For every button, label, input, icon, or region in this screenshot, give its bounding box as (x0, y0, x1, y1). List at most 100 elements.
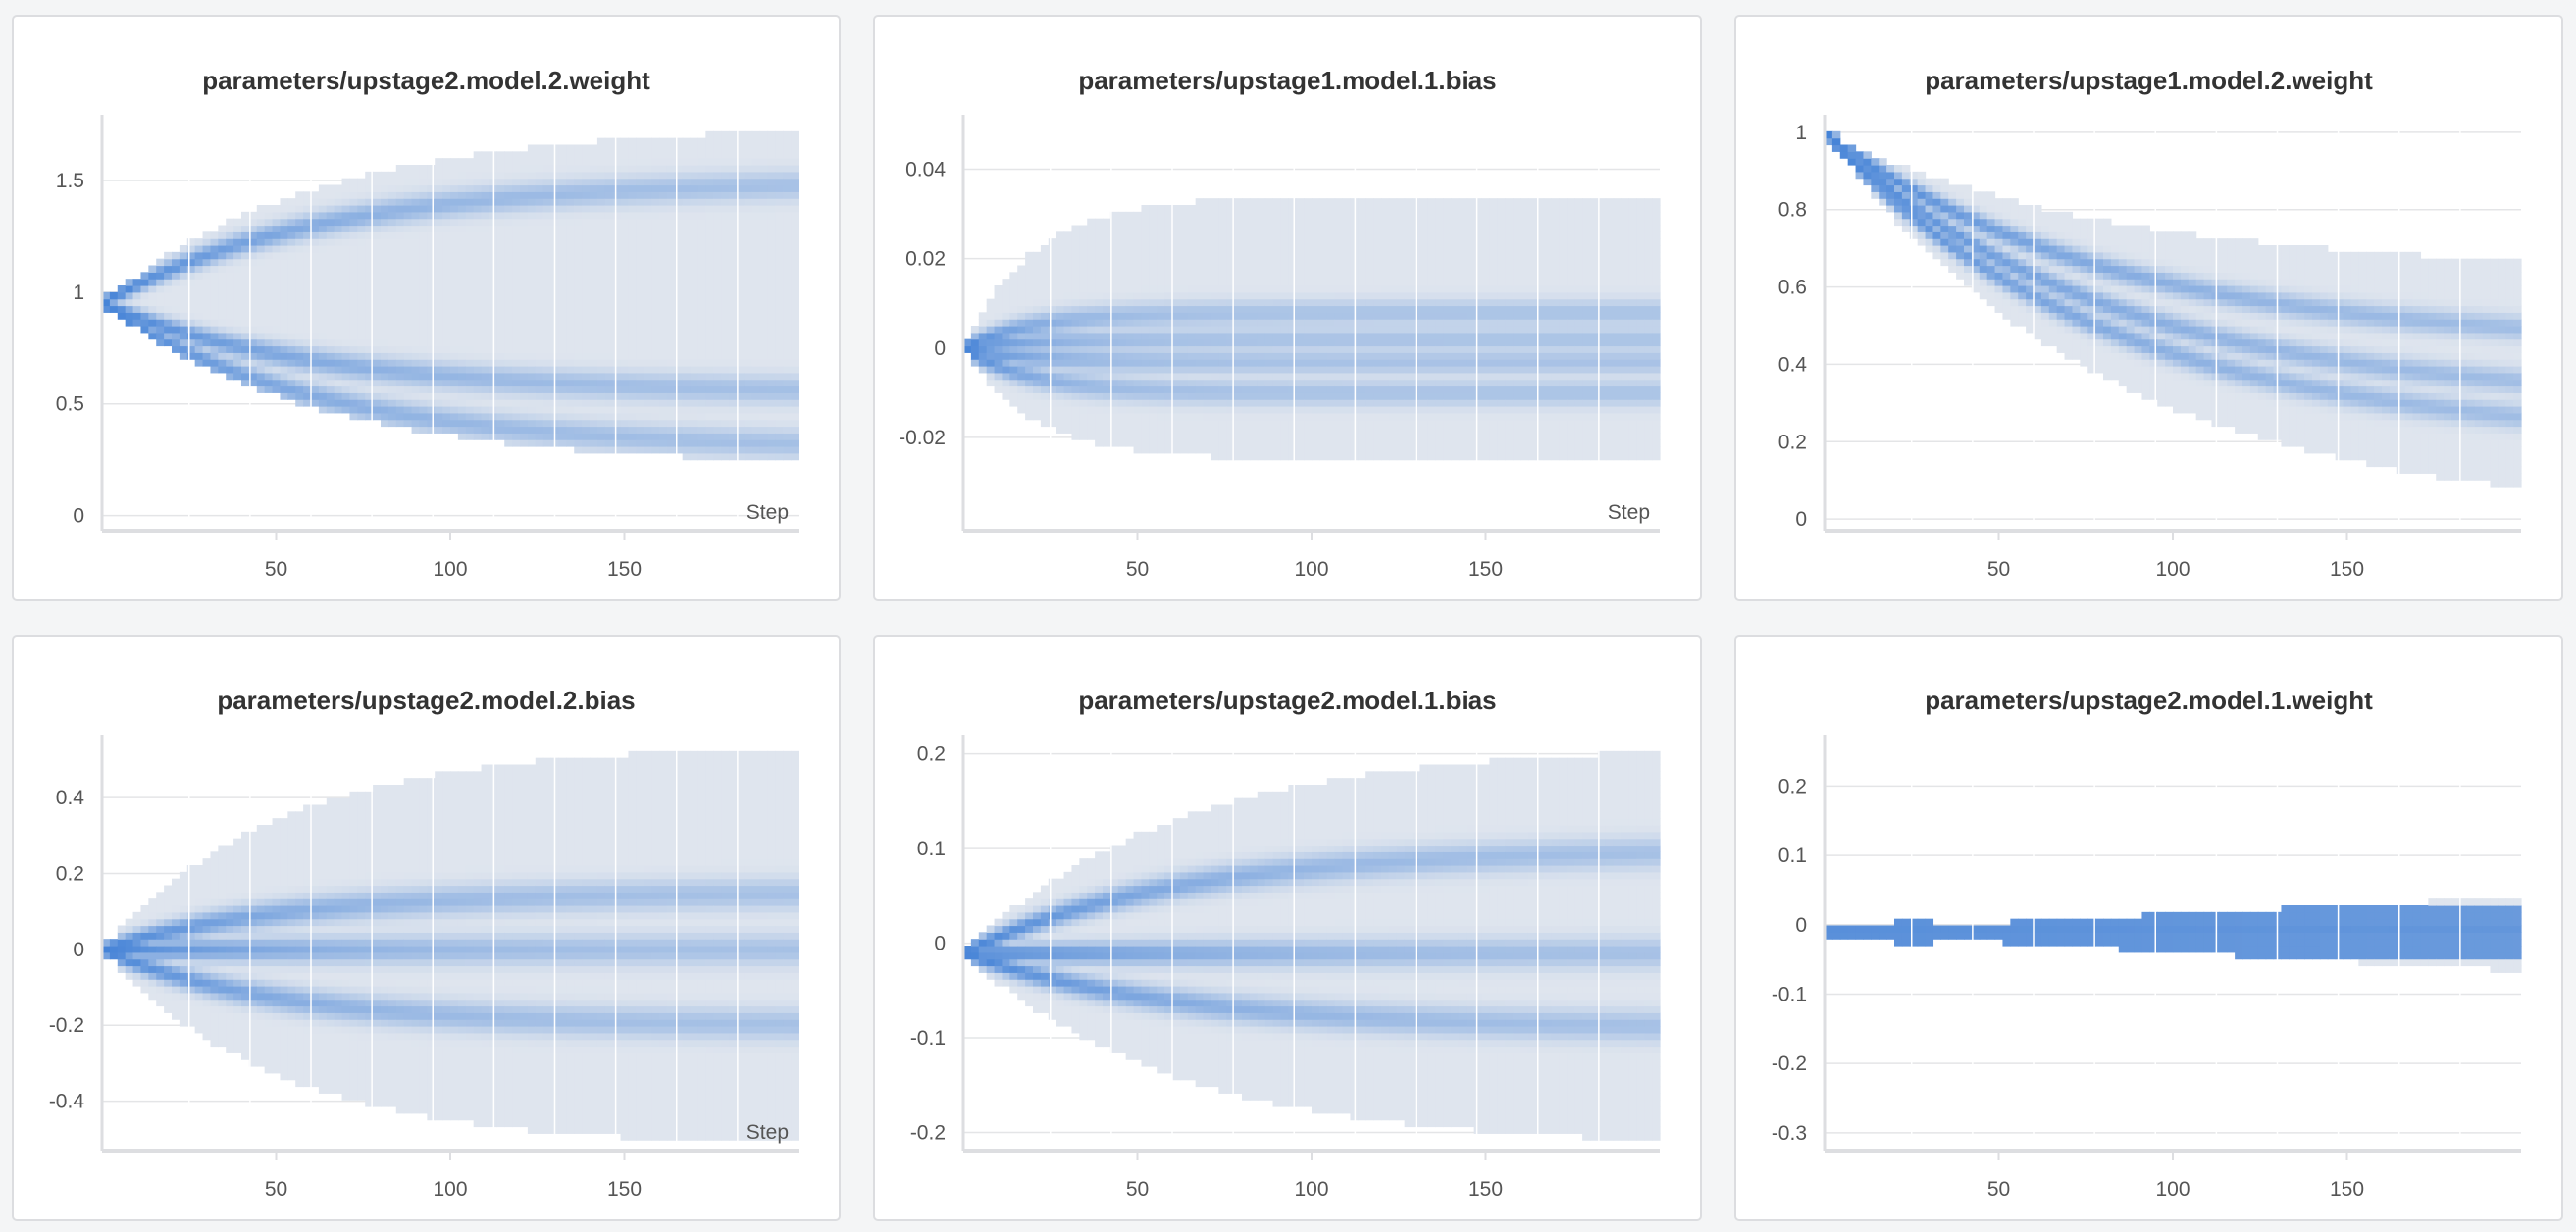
heatmap-cell (744, 251, 753, 260)
heatmap-cell (1087, 245, 1096, 253)
heatmap-cell (1149, 446, 1158, 454)
heatmap-cell (496, 285, 505, 293)
heatmap-cell (682, 137, 692, 146)
heatmap-cell (311, 352, 320, 360)
heatmap-cell (465, 198, 475, 206)
heatmap-cell (1063, 332, 1073, 340)
heatmap-cell (697, 258, 706, 267)
heatmap-cell (590, 345, 598, 353)
heatmap-cell (1304, 352, 1313, 360)
heatmap-cell (1242, 319, 1251, 327)
heatmap-cell (403, 326, 413, 334)
heatmap-cell (1002, 345, 1010, 353)
heatmap-cell (791, 385, 799, 393)
heatmap-cell (411, 338, 421, 347)
heatmap-cell (303, 385, 312, 393)
heatmap-cell (775, 366, 784, 374)
heatmap-cell (1288, 205, 1297, 213)
heatmap-cell (697, 392, 706, 400)
heatmap-cell (1257, 392, 1266, 400)
heatmap-cell (1109, 338, 1119, 347)
heatmap-cell (264, 345, 274, 353)
heatmap-cell (1103, 433, 1111, 440)
heatmap-cell (674, 379, 684, 387)
heatmap-cell (1218, 231, 1227, 239)
heatmap-cell (387, 178, 397, 186)
heatmap-cell (140, 272, 149, 280)
heatmap-cell (775, 433, 784, 440)
heatmap-cell (705, 130, 714, 139)
heatmap-cell (1211, 298, 1219, 307)
heatmap-cell (644, 144, 652, 152)
heatmap-cell (395, 198, 405, 206)
heatmap-cell (1334, 406, 1344, 414)
heatmap-cell (473, 211, 483, 220)
heatmap-cell (1149, 406, 1158, 414)
heatmap-cell (1218, 433, 1227, 440)
heatmap-cell (1109, 225, 1119, 232)
heatmap-cell (690, 426, 699, 434)
heatmap-cell (1033, 332, 1042, 340)
heatmap-cell (1226, 251, 1235, 260)
heatmap-cell (1304, 345, 1313, 353)
heatmap-cell (457, 251, 467, 260)
heatmap-cell (450, 406, 459, 414)
heatmap-cell (435, 205, 443, 213)
heatmap-cell (590, 446, 598, 454)
heatmap-cell (248, 332, 258, 340)
heatmap-cell (457, 345, 467, 353)
heatmap-cell (311, 366, 320, 374)
heatmap-cell (994, 352, 1004, 360)
heatmap-cell (713, 265, 722, 273)
heatmap-cell (590, 231, 598, 239)
heatmap-cell (450, 205, 459, 213)
heatmap-cell (1079, 385, 1088, 393)
heatmap-cell (1172, 446, 1181, 454)
heatmap-cell (1226, 392, 1235, 400)
heatmap-cell (791, 251, 799, 260)
heatmap-cell (1087, 225, 1096, 232)
heatmap-cell (1079, 291, 1088, 300)
heatmap-cell (241, 345, 250, 353)
heatmap-cell (1358, 446, 1366, 454)
heatmap-cell (659, 419, 668, 428)
heatmap-cell (1079, 272, 1088, 280)
heatmap-cell (775, 379, 784, 387)
heatmap-cell (1326, 312, 1336, 320)
heatmap-cell (1334, 198, 1344, 206)
heatmap-cell (1040, 338, 1050, 347)
heatmap-cell (373, 245, 382, 253)
heatmap-cell (791, 265, 799, 273)
heatmap-cell (682, 345, 692, 353)
heatmap-cell (1272, 326, 1282, 334)
heatmap-cell (1195, 338, 1205, 347)
heatmap-cell (435, 258, 443, 267)
heatmap-cell (994, 332, 1004, 340)
heatmap-cell (744, 366, 753, 374)
heatmap-cell (1071, 352, 1080, 360)
heatmap-cell (1218, 218, 1227, 227)
heatmap-cell (659, 245, 668, 253)
heatmap-cell (1164, 379, 1173, 387)
heatmap-cell (1272, 446, 1282, 454)
heatmap-cell (1242, 406, 1251, 414)
heatmap-cell (1179, 319, 1189, 327)
heatmap-cell (256, 312, 266, 320)
heatmap-cell (783, 352, 792, 360)
heatmap-cell (666, 385, 676, 393)
heatmap-cell (264, 211, 274, 220)
heatmap-cell (1203, 238, 1212, 246)
heatmap-cell (334, 245, 343, 253)
heatmap-cell (256, 366, 266, 374)
heatmap-cell (280, 379, 288, 387)
heatmap-cell (775, 151, 784, 159)
heatmap-cell (272, 372, 282, 381)
heatmap-cell (1048, 392, 1057, 400)
heatmap-cell (1002, 298, 1010, 307)
heatmap-cell (1025, 372, 1034, 381)
heatmap-cell (1187, 218, 1197, 227)
heatmap-cell (666, 433, 676, 440)
heatmap-cell (512, 198, 521, 206)
heatmap-cell (1272, 312, 1282, 320)
heatmap-cell (651, 178, 660, 186)
